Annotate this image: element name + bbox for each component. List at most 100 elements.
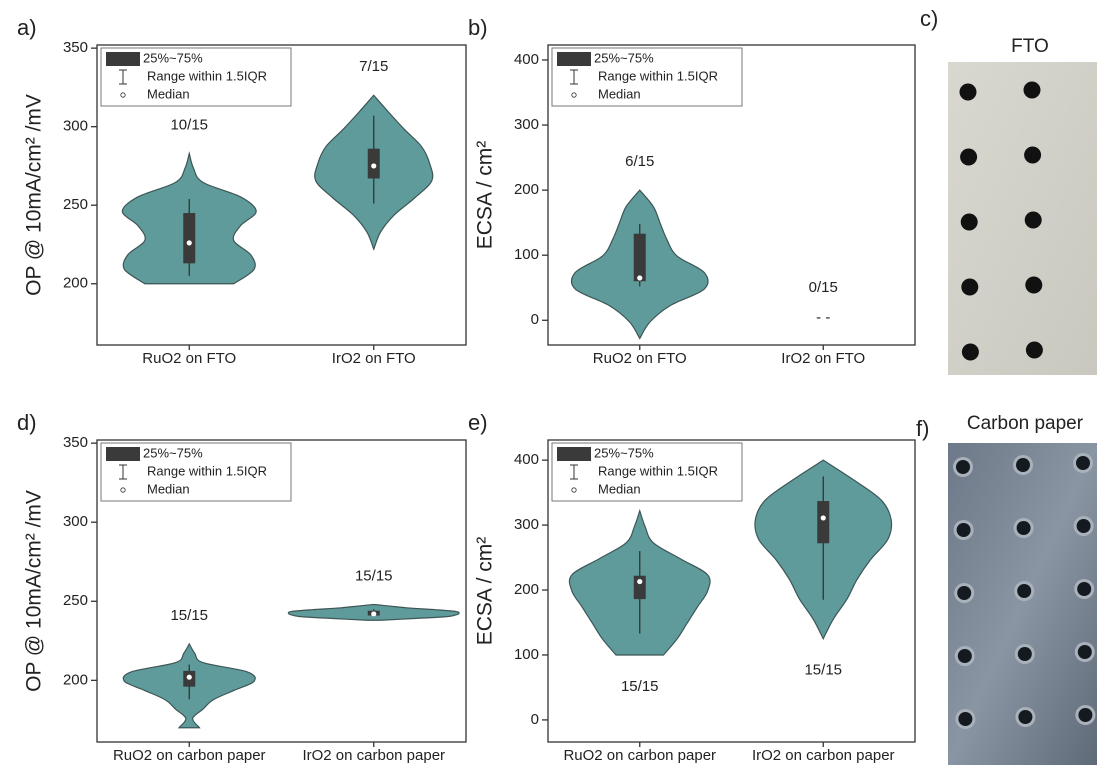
hole bbox=[961, 278, 979, 296]
hole bbox=[1018, 710, 1033, 724]
legend-swatch bbox=[106, 52, 140, 66]
y-tick-label: 250 bbox=[63, 196, 88, 213]
count-label: 10/15 bbox=[170, 116, 208, 133]
y-tick-label: 300 bbox=[63, 513, 88, 530]
legend-label: Range within 1.5IQR bbox=[147, 463, 267, 478]
x-tick-label: RuO2 on carbon paper bbox=[113, 747, 266, 764]
y-tick-label: 350 bbox=[63, 434, 88, 451]
hole bbox=[1078, 708, 1093, 722]
x-tick-label: RuO2 on FTO bbox=[593, 350, 687, 367]
y-tick-label: 300 bbox=[63, 118, 88, 135]
legend-label: Median bbox=[598, 86, 641, 101]
legend-label: 25%~75% bbox=[594, 445, 654, 460]
violin-chart: d) OP @ 10mA/cm² /mV 200 250 300 350 RuO2 on c… bbox=[17, 410, 467, 764]
y-axis-label: OP @ 10mA/cm² /mV bbox=[23, 490, 46, 692]
hole bbox=[1077, 582, 1092, 596]
y-tick-label: 200 bbox=[63, 671, 88, 688]
y-tick-label: 200 bbox=[514, 581, 539, 598]
median bbox=[186, 240, 192, 246]
legend-label: 25%~75% bbox=[143, 445, 203, 460]
x-tick-label: IrO2 on carbon paper bbox=[752, 747, 895, 764]
legend-label: 25%~75% bbox=[594, 50, 654, 65]
count-label: 15/15 bbox=[355, 567, 393, 584]
panel-letter: a) bbox=[17, 15, 37, 40]
y-tick-label: 300 bbox=[514, 516, 539, 533]
x-tick-label: IrO2 on carbon paper bbox=[302, 747, 445, 764]
y-axis-label: ECSA / cm² bbox=[474, 141, 497, 250]
hole bbox=[956, 523, 971, 537]
empty-label: - - bbox=[816, 309, 830, 326]
panel-letter: c) bbox=[920, 6, 938, 31]
median bbox=[371, 611, 377, 617]
y-axis-label: ECSA / cm² bbox=[474, 537, 497, 646]
legend-label: Range within 1.5IQR bbox=[598, 463, 718, 478]
hole bbox=[959, 83, 977, 101]
hole bbox=[961, 343, 979, 361]
hole bbox=[1076, 519, 1091, 533]
y-tick-label: 250 bbox=[63, 592, 88, 609]
legend-label: Median bbox=[147, 86, 190, 101]
median bbox=[186, 674, 192, 680]
x-tick-label: RuO2 on FTO bbox=[142, 350, 236, 367]
legend-swatch bbox=[557, 447, 591, 461]
count-label: 7/15 bbox=[359, 58, 388, 75]
legend-label: Median bbox=[147, 481, 190, 496]
hole bbox=[1017, 647, 1032, 661]
y-tick-label: 400 bbox=[514, 451, 539, 468]
count-label: 15/15 bbox=[804, 662, 842, 679]
panel-letter: d) bbox=[17, 410, 37, 435]
violin-chart: b) ECSA / cm² 0 100 200 300 400 RuO2 on FTO 6/15… bbox=[468, 15, 916, 367]
y-tick-label: 350 bbox=[63, 39, 88, 56]
legend-swatch bbox=[557, 52, 591, 66]
legend-label: Range within 1.5IQR bbox=[147, 68, 267, 83]
hole bbox=[956, 460, 970, 474]
hole bbox=[960, 148, 978, 166]
hole bbox=[1023, 81, 1041, 99]
panel-letter: b) bbox=[468, 15, 488, 40]
hole bbox=[1025, 341, 1043, 359]
violin-chart: a) OP @ 10mA/cm² /mV 200 250 300 350 RuO2 on F… bbox=[17, 15, 467, 367]
legend-swatch bbox=[106, 447, 140, 461]
hole bbox=[1077, 645, 1092, 659]
plot-frame bbox=[96, 439, 467, 743]
iqr-box bbox=[183, 213, 196, 264]
legend-median bbox=[571, 92, 577, 98]
photo-fto: c) FTO bbox=[920, 6, 1097, 375]
legend-label: 25%~75% bbox=[143, 50, 203, 65]
iqr-box bbox=[817, 501, 830, 544]
count-label: 15/15 bbox=[170, 607, 208, 624]
plot-frame bbox=[96, 44, 467, 346]
legend-label: Median bbox=[598, 481, 641, 496]
count-label: 6/15 bbox=[625, 153, 654, 170]
count-label: 0/15 bbox=[809, 279, 838, 296]
panel-letter: e) bbox=[468, 410, 488, 435]
y-tick-label: 200 bbox=[63, 275, 88, 292]
photo-title: Carbon paper bbox=[967, 413, 1084, 434]
hole bbox=[1024, 211, 1042, 229]
photo-title: FTO bbox=[1011, 36, 1049, 57]
legend-median bbox=[571, 487, 577, 493]
y-tick-label: 300 bbox=[514, 116, 539, 133]
x-tick-label: IrO2 on FTO bbox=[332, 350, 416, 367]
x-tick-label: RuO2 on carbon paper bbox=[563, 747, 716, 764]
x-tick-label: IrO2 on FTO bbox=[781, 350, 865, 367]
hole bbox=[1024, 146, 1042, 164]
y-tick-label: 100 bbox=[514, 646, 539, 663]
plot-frame bbox=[547, 44, 916, 346]
hole bbox=[957, 649, 972, 663]
y-tick-label: 100 bbox=[514, 246, 539, 263]
iqr-box bbox=[633, 575, 646, 600]
legend-label: Range within 1.5IQR bbox=[598, 68, 718, 83]
median bbox=[637, 578, 643, 585]
y-tick-label: 400 bbox=[514, 51, 539, 68]
violin-chart: e) ECSA / cm² 0 100 200 300 400 RuO2 on carbon … bbox=[468, 410, 916, 764]
y-tick-label: 0 bbox=[531, 711, 539, 728]
y-axis-label: OP @ 10mA/cm² /mV bbox=[23, 94, 46, 296]
count-label: 15/15 bbox=[621, 678, 659, 695]
median bbox=[820, 515, 826, 521]
legend-median bbox=[120, 487, 126, 493]
hole bbox=[1076, 456, 1090, 470]
hole bbox=[958, 712, 973, 726]
hole bbox=[957, 586, 972, 600]
